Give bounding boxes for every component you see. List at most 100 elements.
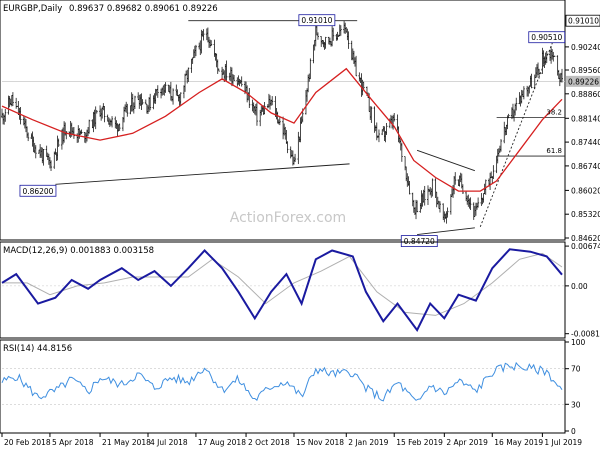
ohlc-bar bbox=[469, 197, 472, 211]
price-tick-label: 0.89560 bbox=[571, 66, 600, 75]
ohlc-bar bbox=[57, 138, 60, 147]
price-tick-label: 0.85320 bbox=[571, 210, 600, 219]
ohlc-bar bbox=[103, 106, 106, 123]
date-tick-label: 2 Oct 2018 bbox=[248, 438, 290, 447]
ohlc-bar bbox=[271, 96, 274, 106]
macd-axis: 0.006745 0.00 -0.008109 bbox=[565, 242, 600, 339]
wedge-upper-line bbox=[416, 149, 475, 172]
ohlc-bar bbox=[278, 116, 281, 126]
ohlc-bar bbox=[210, 40, 213, 47]
price-bars bbox=[1, 20, 563, 224]
ohlc-bar bbox=[423, 185, 426, 206]
ohlc-bar bbox=[492, 165, 495, 179]
ohlc-bar bbox=[217, 68, 220, 72]
watermark-text: ActionForex.com bbox=[230, 210, 346, 226]
ohlc-bar bbox=[561, 68, 563, 83]
date-axis: 20 Feb 2018 5 Apr 2018 21 May 2018 4 Jul 20… bbox=[1, 433, 582, 447]
price-pane: ActionForex.com ActionForex.com 0.846200… bbox=[0, 0, 600, 247]
date-tick-label: 20 Feb 2018 bbox=[4, 438, 51, 447]
ohlc-bar bbox=[362, 81, 365, 90]
ohlc-bar bbox=[530, 73, 533, 89]
macd-tick-label: 0.00 bbox=[571, 282, 588, 291]
ohlc-bar bbox=[461, 184, 464, 194]
price-callout: 0.91010 bbox=[298, 14, 336, 27]
ohlc-bar bbox=[149, 93, 152, 111]
ohlc-bar bbox=[446, 207, 449, 218]
macd-signal-line bbox=[2, 252, 563, 316]
ohlc-bar bbox=[172, 88, 175, 105]
date-tick-label: 15 Feb 2019 bbox=[396, 438, 443, 447]
ohlc-bar bbox=[156, 85, 159, 98]
date-tick-label: 5 Apr 2018 bbox=[52, 438, 94, 447]
ohlc-bar bbox=[545, 51, 548, 64]
macd-pane-frame bbox=[0, 241, 566, 339]
support-trendline bbox=[55, 163, 350, 185]
price-callout-label: 0.90510 bbox=[531, 33, 562, 42]
ohlc-bar bbox=[4, 108, 7, 122]
ohlc-bar bbox=[118, 123, 121, 131]
date-tick-label: 4 Jul 2018 bbox=[150, 438, 188, 447]
ohlc-bar bbox=[34, 145, 37, 159]
ohlc-bar bbox=[431, 178, 434, 197]
ohlc-bar bbox=[400, 142, 403, 162]
ohlc-bar bbox=[377, 129, 380, 143]
price-axis: 0.84620 0.85320 0.86020 0.86740 0.87440 0.881… bbox=[565, 14, 600, 243]
macd-line bbox=[1, 248, 563, 333]
ohlc-bar bbox=[507, 113, 510, 119]
level-tag-label: 0.89226 bbox=[568, 77, 599, 86]
fib-level-label: 61.8 bbox=[546, 147, 562, 155]
price-callout: 0.84720 bbox=[400, 235, 438, 247]
ohlc-bar bbox=[499, 139, 502, 152]
level-tag-label: 0.91010 bbox=[568, 17, 599, 26]
ohlc-bar bbox=[385, 123, 388, 135]
price-tick-label: 0.86020 bbox=[571, 186, 600, 195]
ohlc-bar bbox=[370, 106, 373, 123]
ohlc-bar bbox=[111, 116, 114, 128]
price-tick-label: 0.90240 bbox=[571, 43, 600, 52]
price-callout: 0.90510 bbox=[528, 31, 566, 44]
ohlc-bar bbox=[438, 201, 441, 213]
ohlc-bar bbox=[332, 27, 335, 41]
price-header-ohlc: 0.89637 0.89682 0.89061 0.89226 bbox=[69, 4, 218, 14]
rsi-tick-label: 100 bbox=[571, 338, 586, 347]
ohlc-bar bbox=[27, 132, 30, 142]
ohlc-bar bbox=[408, 180, 411, 195]
ohlc-bar bbox=[286, 141, 289, 154]
rsi-axis: 100 70 30 0 bbox=[565, 338, 586, 436]
date-tick-label: 2 Apr 2019 bbox=[446, 438, 488, 447]
price-pane-frame bbox=[0, 0, 566, 241]
macd-tick-label: -0.008109 bbox=[571, 330, 600, 339]
ohlc-bar bbox=[294, 153, 297, 162]
ohlc-bar bbox=[194, 44, 197, 57]
ohlc-bar bbox=[255, 102, 258, 126]
fib-level-label: 38.2 bbox=[546, 109, 562, 117]
ohlc-bar bbox=[393, 113, 396, 122]
ohlc-bar bbox=[309, 58, 312, 80]
ohlc-bar bbox=[11, 92, 14, 107]
ohlc-bar bbox=[538, 68, 541, 79]
moving-average-line bbox=[1, 67, 563, 192]
ohlc-bar bbox=[477, 197, 480, 208]
price-tick-label: 0.86740 bbox=[571, 162, 600, 171]
level-tag bbox=[565, 14, 600, 27]
rsi-pane: 100 70 30 0 RSI(14) 44.8156 bbox=[0, 338, 586, 436]
price-callout-label: 0.86200 bbox=[22, 187, 53, 196]
price-callout-label: 0.91010 bbox=[301, 16, 332, 25]
date-tick-label: 21 May 2018 bbox=[102, 438, 151, 447]
ohlc-bar bbox=[42, 148, 45, 166]
ohlc-bar bbox=[95, 110, 98, 114]
ohlc-bar bbox=[522, 86, 525, 100]
ohlc-bar bbox=[141, 99, 144, 105]
ohlc-bar bbox=[80, 129, 83, 135]
date-tick-label: 15 Nov 2018 bbox=[296, 438, 344, 447]
ohlc-bar bbox=[164, 82, 167, 93]
date-tick-label: 2 Jan 2019 bbox=[348, 438, 388, 447]
current-price-tag bbox=[566, 75, 600, 87]
ohlc-bar bbox=[339, 25, 342, 36]
macd-pane: 0.006745 0.00 -0.008109 MACD(12,26,9) 0.00… bbox=[0, 241, 600, 339]
ohlc-bar bbox=[324, 36, 327, 49]
ohlc-bar bbox=[72, 127, 75, 139]
price-tick-label: 0.88860 bbox=[571, 90, 600, 99]
price-callout: 0.86200 bbox=[19, 184, 57, 197]
